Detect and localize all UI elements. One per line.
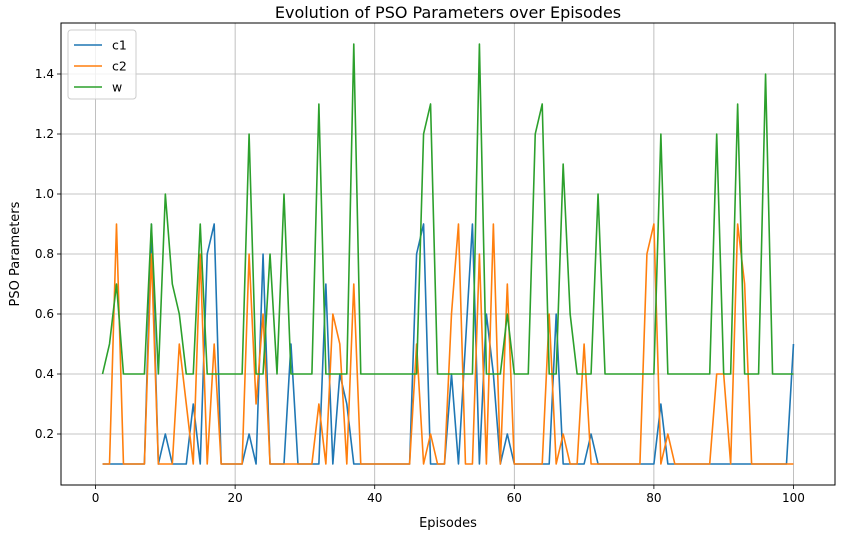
chart-title: Evolution of PSO Parameters over Episode… xyxy=(275,3,621,22)
legend: c1 c2 w xyxy=(67,29,137,100)
y-tick-label: 0.6 xyxy=(35,307,54,321)
y-tick-label: 1.2 xyxy=(35,127,54,141)
axis-ticks: 0 20 40 60 80 100 0.2 0.4 0.6 0.8 1.0 1.2 1.4 xyxy=(35,67,805,505)
x-axis-label: Episodes xyxy=(419,516,477,531)
legend-label-c2: c2 xyxy=(112,59,127,74)
y-tick-label: 0.4 xyxy=(35,367,54,381)
x-tick-label: 20 xyxy=(227,491,242,505)
x-tick-label: 0 xyxy=(92,491,100,505)
legend-label-w: w xyxy=(112,80,122,95)
y-tick-label: 0.2 xyxy=(35,427,54,441)
legend-label-c1: c1 xyxy=(112,38,127,53)
y-axis-label: PSO Parameters xyxy=(8,201,23,306)
x-tick-label: 60 xyxy=(507,491,522,505)
y-tick-label: 1.0 xyxy=(35,187,54,201)
legend-box xyxy=(67,29,137,100)
series-lines xyxy=(101,43,795,465)
y-tick-label: 1.4 xyxy=(35,67,54,81)
x-tick-label: 80 xyxy=(646,491,661,505)
legend-entries: c1 c2 w xyxy=(74,38,127,95)
series-line-c2 xyxy=(102,223,794,465)
x-tick-label: 40 xyxy=(367,491,382,505)
series-line-w xyxy=(101,43,794,375)
y-tick-label: 0.8 xyxy=(35,247,54,261)
x-tick-label: 100 xyxy=(782,491,805,505)
